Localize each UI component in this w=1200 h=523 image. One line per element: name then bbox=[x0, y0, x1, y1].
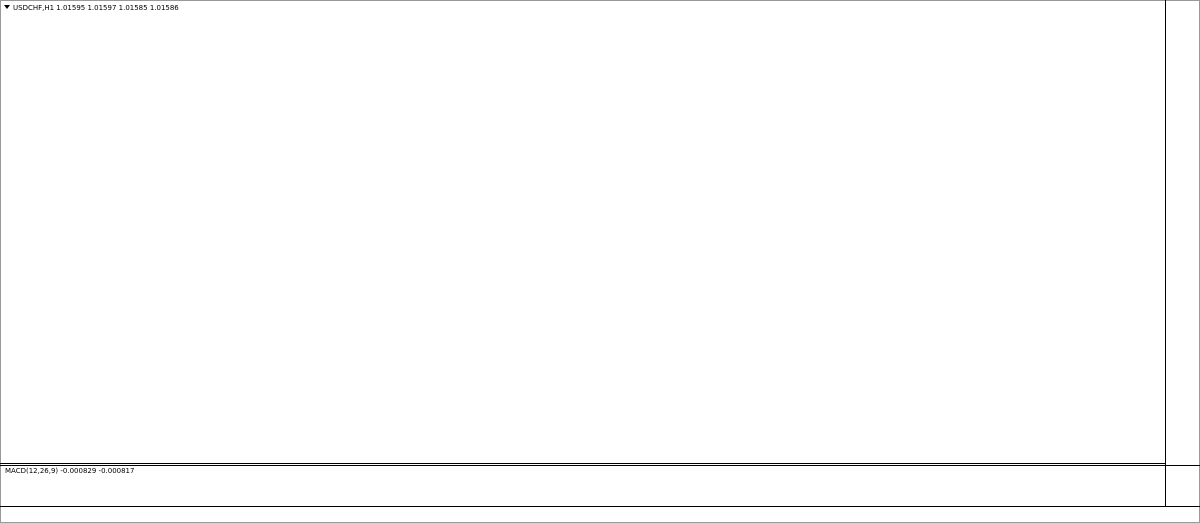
indicator-title: MACD(12,26,9) -0.000829 -0.000817 bbox=[5, 467, 134, 475]
chart-title: USDCHF,H1 1.01595 1.01597 1.01585 1.0158… bbox=[13, 4, 179, 12]
symbol-menu-arrow[interactable] bbox=[4, 5, 10, 9]
